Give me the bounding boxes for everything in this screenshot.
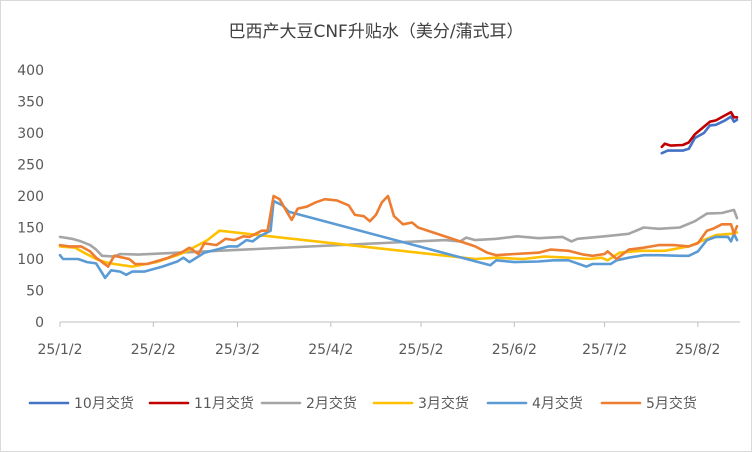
legend-item: 10月交货	[28, 395, 134, 412]
series-line-5	[58, 199, 739, 280]
series-layer	[58, 110, 739, 280]
chart-title: 巴西产大豆CNF升贴水（美分/蒲式耳）	[228, 22, 523, 42]
y-tick-label: 350	[17, 95, 44, 111]
legend-label: 11月交货	[194, 395, 254, 412]
series-line-1	[660, 115, 739, 155]
x-tick-label: 25/6/2	[492, 342, 537, 358]
x-tick-label: 25/3/2	[215, 342, 260, 358]
x-tick-label: 25/7/2	[582, 342, 627, 358]
legend-label: 2月交货	[306, 395, 357, 412]
x-tick-label: 25/1/2	[37, 342, 82, 358]
legend-label: 5月交货	[646, 395, 697, 412]
x-tick-label: 25/8/2	[675, 342, 720, 358]
y-tick-label: 250	[17, 158, 44, 174]
x-tick-label: 25/5/2	[399, 342, 444, 358]
legend: 10月交货 11月交货 2月交货 3月交货 4月交货 5月交货	[28, 395, 697, 412]
y-tick-label: 200	[17, 189, 44, 205]
y-tick-label: 100	[17, 252, 44, 268]
legend-label: 10月交货	[74, 395, 134, 412]
series-line-2	[660, 110, 739, 149]
x-tick-label: 25/4/2	[308, 342, 353, 358]
legend-label: 3月交货	[418, 395, 469, 412]
series-line-6	[58, 194, 739, 268]
x-tick-label: 25/2/2	[131, 342, 176, 358]
legend-item: 4月交货	[486, 395, 583, 412]
legend-item: 5月交货	[600, 395, 697, 412]
legend-item: 11月交货	[148, 395, 254, 412]
legend-label: 4月交货	[532, 395, 583, 412]
y-tick-label: 50	[26, 284, 44, 300]
series-line-3	[58, 208, 739, 258]
legend-item: 2月交货	[260, 395, 357, 412]
y-tick-label: 400	[17, 63, 44, 79]
y-axis: 0 50 100 150 200 250 300 350 400	[17, 63, 44, 331]
legend-item: 3月交货	[372, 395, 469, 412]
x-axis: 25/1/2 25/2/2 25/3/2 25/4/2 25/5/2 25/6/2 25/7…	[37, 321, 740, 358]
y-tick-label: 150	[17, 221, 44, 237]
y-tick-label: 300	[17, 126, 44, 142]
y-tick-label: 0	[35, 315, 44, 331]
